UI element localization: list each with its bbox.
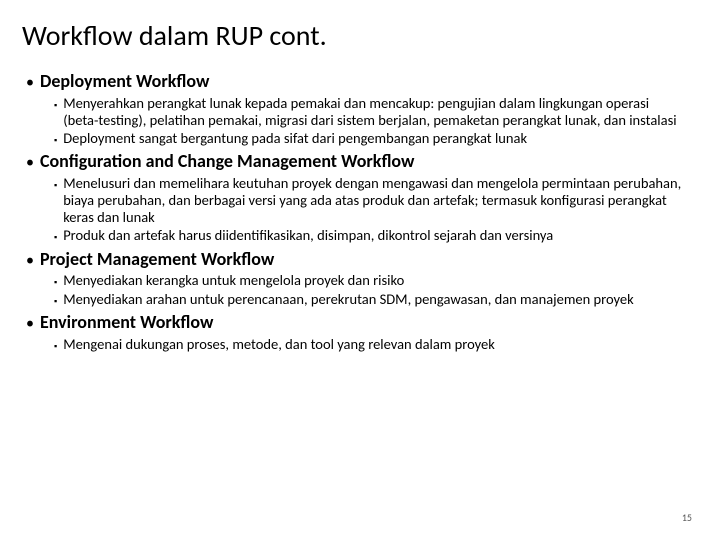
section-project-mgmt: • Project Management Workflow ▪ Menyedia…: [18, 249, 692, 309]
item-text: Menyediakan kerangka untuk mengelola pro…: [63, 272, 404, 289]
section-deployment: • Deployment Workflow ▪ Menyerahkan pera…: [18, 71, 692, 147]
item-text: Produk dan artefak harus diidentifikasik…: [63, 227, 553, 244]
bullet-dot: •: [26, 251, 34, 270]
bullet-square: ▪: [54, 231, 57, 245]
section-environment: • Environment Workflow ▪ Mengenai dukung…: [18, 312, 692, 353]
bullet-dot: •: [26, 314, 34, 333]
list-item: ▪ Produk dan artefak harus diidentifikas…: [54, 227, 682, 245]
bullet-square: ▪: [54, 179, 57, 193]
bullet-square: ▪: [54, 295, 57, 309]
page-number: 15: [682, 511, 692, 524]
item-text: Menyerahkan perangkat lunak kepada pemak…: [63, 95, 682, 129]
list-item: ▪ Menelusuri dan memelihara keutuhan pro…: [54, 175, 682, 226]
heading-row: • Environment Workflow: [26, 312, 692, 334]
heading-row: • Deployment Workflow: [26, 71, 692, 93]
heading-row: • Configuration and Change Management Wo…: [26, 151, 692, 173]
list-item: ▪ Deployment sangat bergantung pada sifa…: [54, 130, 682, 148]
bullet-dot: •: [26, 153, 34, 172]
bullet-square: ▪: [54, 276, 57, 290]
section-heading: Project Management Workflow: [40, 249, 274, 271]
list-item: ▪ Menyediakan kerangka untuk mengelola p…: [54, 272, 682, 290]
item-text: Menyediakan arahan untuk perencanaan, pe…: [63, 291, 634, 308]
slide-title: Workflow dalam RUP cont.: [22, 18, 692, 53]
item-text: Menelusuri dan memelihara keutuhan proye…: [63, 175, 682, 226]
section-heading: Deployment Workflow: [40, 71, 209, 93]
section-config-change: • Configuration and Change Management Wo…: [18, 151, 692, 244]
bullet-square: ▪: [54, 134, 57, 148]
item-text: Mengenai dukungan proses, metode, dan to…: [63, 336, 495, 353]
section-heading: Configuration and Change Management Work…: [40, 151, 415, 173]
bullet-square: ▪: [54, 99, 57, 113]
list-item: ▪ Menyediakan arahan untuk perencanaan, …: [54, 291, 682, 309]
list-item: ▪ Mengenai dukungan proses, metode, dan …: [54, 336, 682, 354]
bullet-square: ▪: [54, 340, 57, 354]
heading-row: • Project Management Workflow: [26, 249, 692, 271]
item-text: Deployment sangat bergantung pada sifat …: [63, 130, 527, 147]
list-item: ▪ Menyerahkan perangkat lunak kepada pem…: [54, 95, 682, 129]
section-heading: Environment Workflow: [40, 312, 214, 334]
bullet-dot: •: [26, 73, 34, 92]
